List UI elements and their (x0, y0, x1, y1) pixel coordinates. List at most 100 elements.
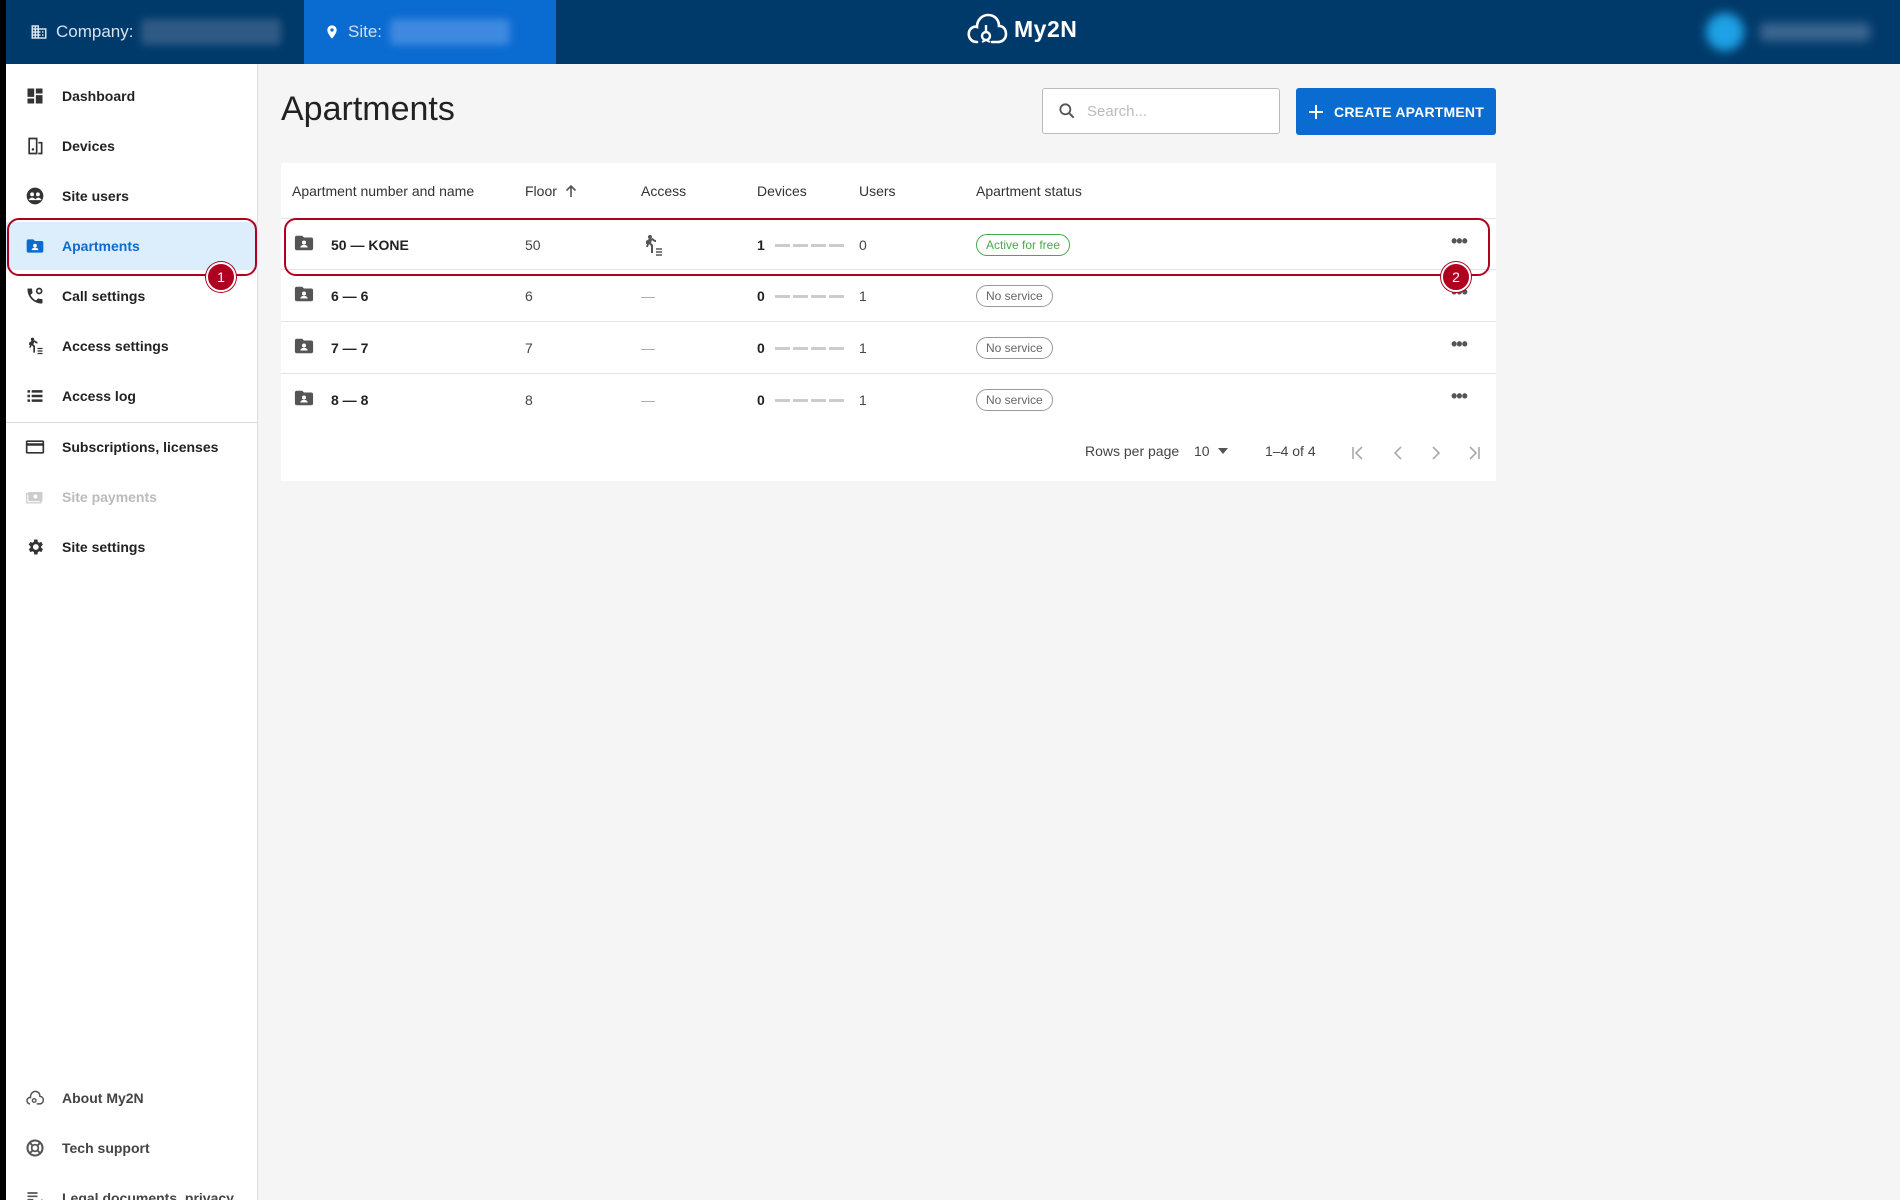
devices-count: 0 (757, 288, 765, 304)
sidebar-item-site-users[interactable]: Site users (6, 172, 258, 220)
sidebar-item-label: Dashboard (62, 88, 136, 104)
apartment-name: 7 — 7 (331, 340, 369, 356)
avatar (1706, 13, 1744, 51)
column-header-access: Access (641, 183, 687, 199)
sidebar-item-label: Legal documents, privacy (62, 1190, 234, 1200)
rows-per-page-label: Rows per page (1085, 443, 1180, 459)
column-header-floor-label: Floor (525, 183, 557, 199)
apartment-name: 8 — 8 (331, 392, 369, 408)
pagination-range: 1–4 of 4 (1265, 443, 1316, 459)
table-row[interactable]: 8 — 8 8 — 0 1 No service ••• (281, 374, 1496, 426)
devices-bar (774, 346, 844, 350)
table-row[interactable]: 6 — 6 6 — 0 1 No service ••• (281, 270, 1496, 322)
sidebar-item-dashboard[interactable]: Dashboard (6, 72, 258, 120)
subscriptions-icon (24, 436, 46, 458)
first-page-icon[interactable] (1350, 445, 1366, 461)
sidebar-item-label: Subscriptions, licenses (62, 439, 219, 455)
apartment-devices: 0 (757, 340, 844, 356)
sidebar-item-legal[interactable]: Legal documents, privacy (6, 1174, 258, 1200)
sidebar-item-label: Site users (62, 188, 129, 204)
sidebar-item-site-settings[interactable]: Site settings (6, 523, 258, 571)
lifebuoy-icon (24, 1137, 46, 1159)
building-icon (31, 25, 47, 39)
legal-list-icon (24, 1187, 46, 1200)
devices-bar (774, 398, 844, 402)
sidebar-item-label: Devices (62, 138, 115, 154)
search-box[interactable] (1042, 88, 1280, 134)
sidebar-item-subscriptions[interactable]: Subscriptions, licenses (6, 423, 258, 471)
sort-arrow-up-icon (565, 184, 576, 197)
previous-page-icon[interactable] (1390, 445, 1406, 461)
my2n-logo[interactable]: My2N (966, 12, 1077, 46)
next-page-icon[interactable] (1428, 445, 1444, 461)
sidebar-item-label: Access settings (62, 338, 169, 354)
access-settings-icon (24, 335, 46, 357)
create-apartment-button[interactable]: CREATE APARTMENT (1296, 88, 1496, 135)
apartment-name: 6 — 6 (331, 288, 369, 304)
sidebar: Dashboard Devices Site users Apartments … (6, 64, 258, 1200)
sidebar-item-label: Tech support (62, 1140, 150, 1156)
sidebar-item-label: About My2N (62, 1090, 144, 1106)
site-name-redacted (390, 19, 511, 45)
row-more-menu-icon[interactable]: ••• (1451, 231, 1468, 251)
apartment-users: 0 (859, 237, 867, 253)
sidebar-item-call-settings[interactable]: Call settings (6, 272, 258, 320)
devices-bar (774, 243, 844, 247)
devices-count: 1 (757, 237, 765, 253)
create-apartment-label: CREATE APARTMENT (1334, 103, 1484, 120)
sidebar-item-devices[interactable]: Devices (6, 122, 258, 170)
cloud-icon (24, 1087, 46, 1109)
rows-per-page-value: 10 (1194, 443, 1210, 459)
apartment-users: 1 (859, 340, 867, 356)
access-person-icon (646, 235, 662, 256)
company-selector[interactable]: Company: (6, 0, 303, 64)
status-badge: No service (976, 285, 1053, 307)
column-header-name[interactable]: Apartment number and name (292, 183, 475, 199)
apartment-floor: 6 (525, 288, 533, 304)
apartments-icon (24, 235, 46, 257)
column-header-users: Users (859, 183, 896, 199)
column-header-status: Apartment status (976, 183, 1082, 199)
annotation-marker-1: 1 (206, 262, 236, 292)
apartment-access: — (641, 340, 655, 356)
gear-icon (24, 536, 46, 558)
search-input[interactable] (1087, 102, 1267, 120)
apartment-access: — (641, 288, 655, 304)
apartment-folder-icon (294, 338, 314, 354)
last-page-icon[interactable] (1466, 445, 1482, 461)
sidebar-item-about[interactable]: About My2N (6, 1074, 258, 1122)
sidebar-item-label: Site settings (62, 539, 146, 555)
site-payments-icon (24, 486, 46, 508)
site-users-icon (24, 185, 46, 207)
table-row[interactable]: 7 — 7 7 — 0 1 No service ••• (281, 322, 1496, 374)
sidebar-item-tech-support[interactable]: Tech support (6, 1124, 258, 1172)
apartment-folder-icon (294, 286, 314, 302)
sidebar-item-apartments[interactable]: Apartments (6, 222, 258, 270)
column-header-floor[interactable]: Floor (525, 183, 577, 199)
apartments-table (281, 163, 1496, 481)
sidebar-item-label: Apartments (62, 238, 140, 254)
devices-count: 0 (757, 340, 765, 356)
table-row[interactable]: 50 — KONE 50 1 0 Active for free ••• (281, 218, 1496, 270)
apartment-access: — (641, 392, 655, 408)
sidebar-item-access-settings[interactable]: Access settings (6, 322, 258, 370)
company-name-redacted (141, 19, 282, 45)
sidebar-divider (6, 422, 258, 423)
rows-per-page-select[interactable]: 10 (1194, 443, 1228, 459)
company-label: Company: (56, 22, 134, 41)
site-selector[interactable]: Site: (304, 0, 556, 64)
row-more-menu-icon[interactable]: ••• (1451, 334, 1468, 354)
sidebar-item-label: Site payments (62, 489, 157, 505)
row-more-menu-icon[interactable]: ••• (1451, 386, 1468, 406)
status-badge: No service (976, 389, 1053, 411)
user-menu-redacted[interactable] (1706, 12, 1876, 52)
devices-count: 0 (757, 392, 765, 408)
apartment-devices: 1 (757, 237, 844, 253)
apartment-users: 1 (859, 288, 867, 304)
sidebar-item-label: Call settings (62, 288, 146, 304)
sidebar-item-access-log[interactable]: Access log (6, 372, 258, 420)
sidebar-item-site-payments: Site payments (6, 473, 258, 521)
devices-icon (24, 135, 46, 157)
apartment-users: 1 (859, 392, 867, 408)
apartment-floor: 50 (525, 237, 541, 253)
